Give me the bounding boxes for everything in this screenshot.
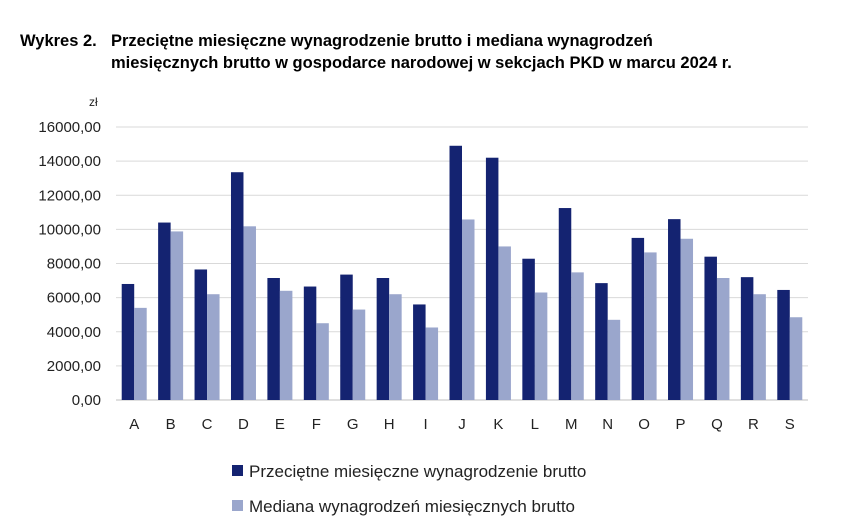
bar-median-O: [644, 252, 657, 400]
x-tick-label: N: [602, 416, 613, 433]
x-tick-label: P: [676, 416, 686, 433]
bar-average-K: [485, 157, 499, 400]
bar-median-R: [753, 294, 766, 400]
bar-average-C: [194, 269, 208, 400]
bar-median-J: [462, 219, 475, 400]
legend-label-median: Mediana wynagrodzeń miesięcznych brutto: [249, 497, 576, 516]
legend-item-average: Przeciętne miesięczne wynagrodzenie brut…: [232, 462, 586, 482]
bar-median-F: [316, 323, 329, 400]
bar-average-S: [777, 289, 790, 400]
bar-average-F: [303, 286, 317, 400]
x-tick-label: K: [493, 416, 503, 433]
y-tick-label: 8000,00: [47, 256, 101, 273]
bar-average-E: [267, 278, 280, 400]
y-axis-unit-label: zł: [89, 95, 98, 109]
x-tick-label: I: [423, 416, 427, 433]
bar-median-H: [389, 294, 402, 400]
bar-average-D: [230, 172, 244, 400]
bar-average-G: [340, 274, 353, 400]
bars: [121, 145, 803, 400]
bar-median-B: [170, 231, 184, 400]
x-tick-label: F: [312, 416, 321, 433]
bar-median-G: [352, 309, 366, 400]
bar-average-P: [668, 219, 681, 400]
x-tick-label: M: [565, 416, 578, 433]
bar-average-A: [121, 283, 135, 400]
x-tick-label: L: [531, 416, 539, 433]
x-tick-label: B: [166, 416, 176, 433]
x-tick-label: O: [638, 416, 650, 433]
legend-swatch-average: [232, 465, 243, 477]
bar-median-Q: [716, 278, 730, 400]
y-tick-label: 16000,00: [38, 119, 101, 136]
bar-median-I: [425, 327, 439, 400]
chart-title-line-1: Przeciętne miesięczne wynagrodzenie brut…: [111, 32, 653, 50]
bar-average-O: [631, 237, 645, 400]
y-tick-label: 12000,00: [38, 187, 101, 204]
x-tick-label: G: [347, 416, 359, 433]
bar-average-I: [413, 304, 426, 400]
bar-median-P: [680, 238, 694, 400]
bar-average-N: [595, 283, 608, 400]
bar-median-K: [498, 246, 511, 400]
bar-median-N: [607, 319, 621, 400]
bar-median-D: [243, 226, 256, 400]
bar-average-B: [158, 222, 171, 400]
bar-average-L: [522, 258, 535, 400]
bar-median-M: [571, 272, 584, 400]
y-tick-label: 0,00: [72, 392, 101, 409]
x-axis-tick-labels: A B C D E F G H I J K L M N O P Q R S: [129, 416, 795, 433]
legend-item-median: Mediana wynagrodzeń miesięcznych brutto: [232, 497, 575, 517]
bar-median-E: [279, 290, 293, 400]
x-tick-label: D: [238, 416, 249, 433]
bar-average-M: [558, 208, 572, 400]
x-tick-label: H: [384, 416, 395, 433]
bar-average-R: [740, 277, 754, 400]
chart-title-label: Wykres 2.: [20, 32, 97, 50]
y-axis-tick-labels: 0,00 2000,00 4000,00 6000,00 8000,00 10000,00…: [38, 119, 101, 409]
bar-average-H: [376, 278, 390, 400]
legend-swatch-median: [232, 500, 243, 512]
bar-average-Q: [704, 256, 717, 400]
y-tick-label: 2000,00: [47, 358, 101, 375]
bar-average-J: [449, 145, 462, 400]
x-tick-label: A: [129, 416, 139, 433]
bar-median-S: [789, 317, 803, 400]
x-tick-label: E: [275, 416, 285, 433]
legend-label-average: Przeciętne miesięczne wynagrodzenie brut…: [249, 462, 587, 481]
x-tick-label: C: [202, 416, 213, 433]
y-tick-label: 14000,00: [38, 153, 101, 170]
bar-median-C: [207, 294, 220, 400]
y-tick-label: 6000,00: [47, 290, 101, 307]
bar-median-L: [534, 292, 548, 400]
x-tick-label: Q: [711, 416, 723, 433]
x-tick-label: R: [748, 416, 759, 433]
x-tick-label: S: [785, 416, 795, 433]
x-tick-label: J: [458, 416, 466, 433]
chart-title-line-2: miesięcznych brutto w gospodarce narodow…: [111, 54, 732, 72]
bar-median-A: [134, 307, 147, 400]
y-tick-label: 4000,00: [47, 324, 101, 341]
y-tick-label: 10000,00: [38, 221, 101, 238]
